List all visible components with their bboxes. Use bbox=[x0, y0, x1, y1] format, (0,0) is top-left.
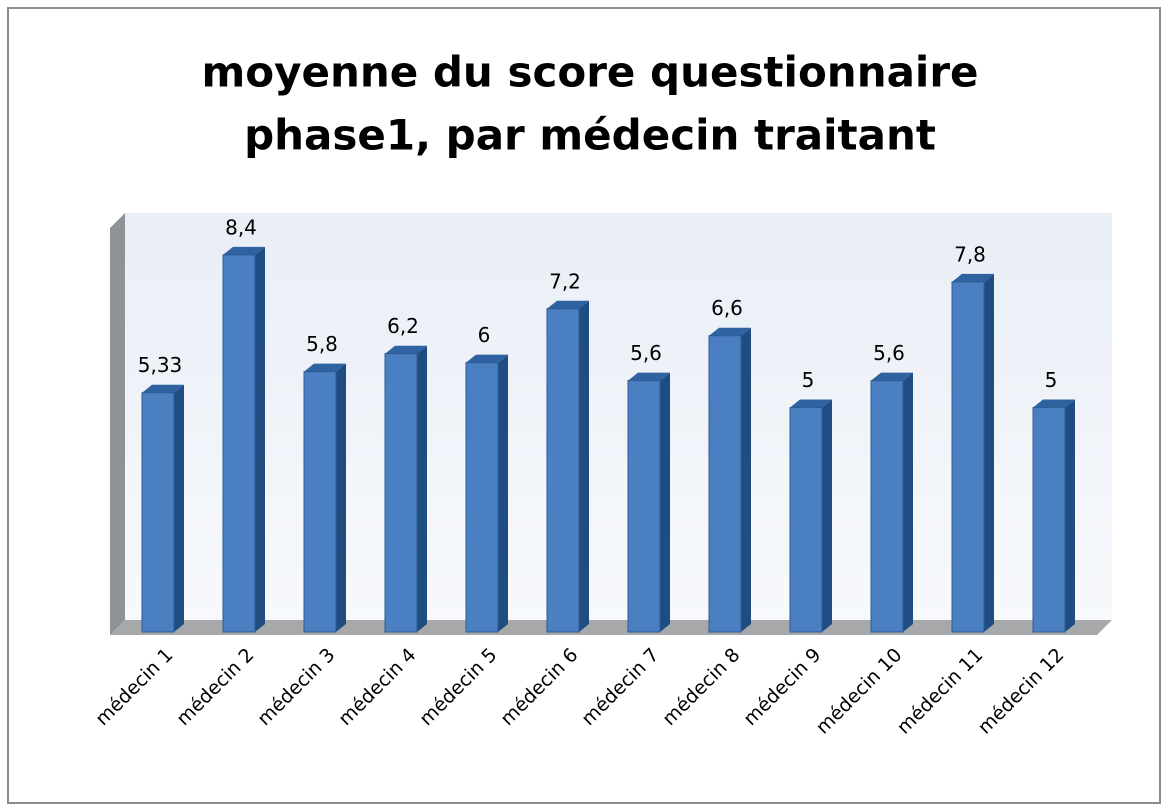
chart-title: phase1, par médecin traitant bbox=[244, 111, 936, 160]
bar-side bbox=[498, 354, 508, 632]
bar bbox=[951, 281, 985, 633]
bar-side bbox=[336, 363, 346, 632]
bar-side bbox=[579, 300, 589, 632]
bar-side bbox=[660, 372, 670, 632]
bar-top bbox=[466, 354, 508, 363]
value-label: 5,6 bbox=[873, 341, 905, 365]
bar-top bbox=[871, 372, 913, 381]
bar-side bbox=[984, 273, 994, 632]
bar-side bbox=[174, 384, 184, 632]
bar bbox=[384, 353, 418, 633]
bar bbox=[546, 308, 580, 633]
bar-top bbox=[628, 372, 670, 381]
bar-top bbox=[547, 300, 589, 309]
value-label: 5,6 bbox=[630, 341, 662, 365]
value-label: 5,8 bbox=[306, 332, 338, 356]
bar bbox=[222, 254, 256, 633]
bar-top bbox=[223, 246, 265, 255]
value-label: 8,4 bbox=[225, 215, 257, 239]
bar-top bbox=[304, 363, 346, 372]
bar-top bbox=[790, 399, 832, 408]
bar-side bbox=[417, 345, 427, 632]
bar bbox=[627, 380, 661, 633]
value-label: 6,6 bbox=[711, 296, 743, 320]
bar bbox=[303, 371, 337, 633]
bar bbox=[1032, 407, 1066, 633]
bar-side bbox=[1065, 399, 1075, 632]
bar-side bbox=[741, 327, 751, 632]
bar-side bbox=[255, 246, 265, 632]
value-label: 5,33 bbox=[138, 353, 183, 377]
bar-side bbox=[903, 372, 913, 632]
value-label: 7,8 bbox=[954, 242, 986, 266]
bar bbox=[708, 335, 742, 633]
bar-top bbox=[709, 327, 751, 336]
bar-top bbox=[1033, 399, 1075, 408]
chart-title: moyenne du score questionnaire bbox=[201, 48, 978, 97]
value-label: 6,2 bbox=[387, 314, 419, 338]
value-label: 6 bbox=[478, 323, 491, 347]
bar bbox=[870, 380, 904, 633]
side-wall bbox=[110, 213, 125, 635]
bar-top bbox=[952, 273, 994, 282]
floor bbox=[110, 620, 1112, 635]
value-label: 7,2 bbox=[549, 269, 581, 293]
bar bbox=[789, 407, 823, 633]
bar-top bbox=[142, 384, 184, 393]
bar bbox=[465, 362, 499, 633]
bar-side bbox=[822, 399, 832, 632]
bar bbox=[141, 392, 175, 633]
value-label: 5 bbox=[1045, 368, 1058, 392]
value-label: 5 bbox=[802, 368, 815, 392]
bar-top bbox=[385, 345, 427, 354]
back-wall bbox=[125, 213, 1112, 620]
